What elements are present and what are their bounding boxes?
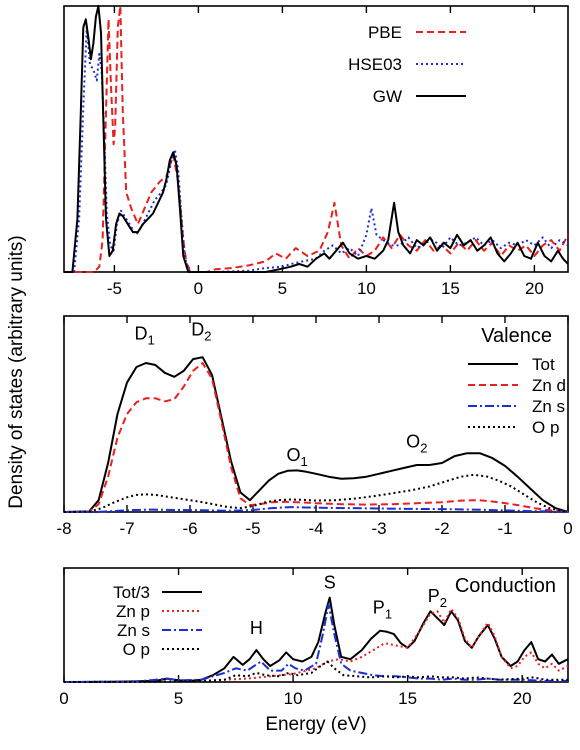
legend-label: Tot <box>532 355 555 374</box>
x-tick-label: 15 <box>398 689 417 708</box>
series-line-0 <box>63 356 569 513</box>
x-tick-label: -2 <box>434 519 449 538</box>
x-tick-label: -7 <box>119 519 134 538</box>
peak-label-main: H <box>250 618 263 638</box>
series-line-1 <box>64 26 569 273</box>
panel-title: Conduction <box>455 575 556 597</box>
x-tick-label: 0 <box>194 279 203 298</box>
peak-label-main: O <box>406 431 420 451</box>
legend-label: Zn s <box>532 397 565 416</box>
x-tick-label: -8 <box>56 519 71 538</box>
legend-label: Zn d <box>532 376 566 395</box>
legend-label: Zn p <box>116 602 150 621</box>
plot-frame <box>63 567 569 683</box>
legend-label: Zn s <box>117 621 150 640</box>
series-line-0 <box>64 5 569 273</box>
series-line-2 <box>64 506 569 513</box>
x-tick-label: 20 <box>513 689 532 708</box>
peak-label: P1 <box>373 598 392 622</box>
series-line-2 <box>63 603 568 683</box>
x-tick-label: -5 <box>107 279 122 298</box>
peak-label: O1 <box>286 445 307 469</box>
series-line-2 <box>64 5 569 273</box>
legend-label: PBE <box>368 23 402 42</box>
peak-label-sub: 1 <box>300 454 307 469</box>
y-axis-title: Density of states (arbitrary units) <box>6 235 27 508</box>
series-line-1 <box>63 608 569 683</box>
peak-label-main: P <box>373 598 385 618</box>
panel-title: Valence <box>481 325 552 347</box>
series-line-3 <box>63 660 568 683</box>
x-tick-label: 0 <box>59 689 68 708</box>
series-line-0 <box>63 596 569 683</box>
peak-label-main: P <box>428 586 440 606</box>
peak-label-sub: 1 <box>385 607 392 622</box>
peak-label: D1 <box>135 324 155 348</box>
legend-label: HSE03 <box>348 55 402 74</box>
peak-label-main: O <box>286 445 300 465</box>
x-tick-label: 5 <box>174 689 183 708</box>
peak-label: D2 <box>191 320 211 344</box>
x-tick-label: 20 <box>525 279 544 298</box>
peak-label: P2 <box>428 586 447 610</box>
legend-label: GW <box>373 87 402 106</box>
x-tick-label: 15 <box>441 279 460 298</box>
x-tick-label: -3 <box>371 519 386 538</box>
peak-label: H <box>250 618 263 638</box>
x-tick-label: -5 <box>245 519 260 538</box>
peak-label-main: S <box>324 573 336 593</box>
x-tick-label: 5 <box>278 279 287 298</box>
peak-label-sub: 2 <box>204 329 211 344</box>
series-line-1 <box>63 362 569 513</box>
legend-label: O p <box>532 418 559 437</box>
peak-label-main: D <box>135 324 148 344</box>
x-tick-label: 10 <box>357 279 376 298</box>
legend-label: O p <box>123 640 150 659</box>
series-line-3 <box>63 473 569 513</box>
x-tick-label: 10 <box>284 689 303 708</box>
x-tick-label: -6 <box>182 519 197 538</box>
peak-label: O2 <box>406 431 427 455</box>
x-axis-title: Energy (eV) <box>265 714 366 735</box>
peak-label-sub: 1 <box>148 333 155 348</box>
x-tick-label: -1 <box>497 519 512 538</box>
x-tick-label: -4 <box>308 519 323 538</box>
peak-label-sub: 2 <box>420 440 427 455</box>
legend-label: Tot/3 <box>113 583 150 602</box>
panel-top: -5 0 5 10 15 20 PBE HSE03 GW <box>63 5 569 298</box>
peak-label: S <box>324 573 336 593</box>
x-tick-label: 0 <box>563 519 572 538</box>
peak-label-main: D <box>191 320 204 340</box>
plot-frame <box>63 5 569 273</box>
peak-label-sub: 2 <box>440 595 447 610</box>
